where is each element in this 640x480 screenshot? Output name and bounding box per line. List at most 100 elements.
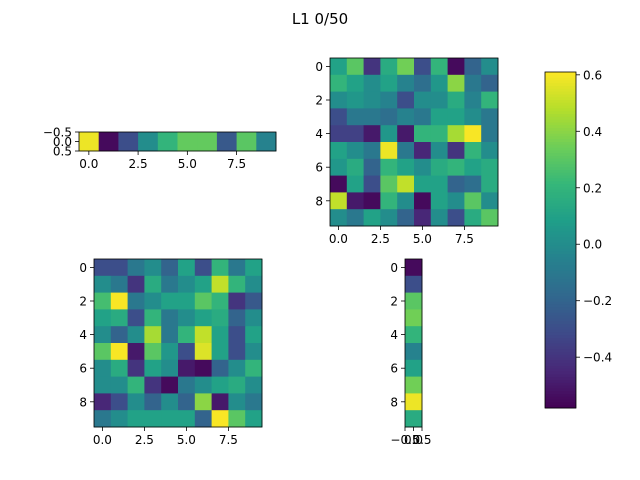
colorbar-step — [545, 116, 576, 121]
colorbar-step — [545, 321, 576, 325]
colorbar-step — [545, 192, 576, 196]
colorbar-step — [545, 209, 576, 213]
colorbar-step — [545, 391, 576, 395]
colorbar-step — [545, 352, 576, 356]
colorbar-step — [545, 80, 576, 84]
x-tick-label: 2.5 — [129, 157, 148, 171]
heatmap-cell — [363, 58, 381, 76]
colorbar-step — [545, 122, 576, 126]
heatmap-cell — [430, 74, 448, 92]
heatmap-cell — [197, 132, 218, 152]
colorbar-step — [545, 284, 576, 289]
heatmap-cell — [161, 410, 179, 428]
heatmap-cell — [346, 108, 364, 126]
heatmap-cell — [346, 91, 364, 109]
heatmap-cell — [228, 343, 246, 361]
y-tick-label: −0.5 — [43, 126, 72, 140]
heatmap-cell — [464, 209, 482, 227]
heatmap-cell — [228, 393, 246, 411]
heatmap-cell — [194, 343, 212, 361]
colorbar-step — [545, 184, 576, 188]
heatmap-cell — [194, 309, 212, 327]
heatmap-cell — [414, 91, 432, 109]
heatmap-cell — [430, 158, 448, 176]
heatmap-cell — [380, 175, 398, 193]
y-tick-label: 4 — [315, 127, 323, 141]
colorbar-step — [545, 83, 576, 87]
heatmap-cell — [79, 132, 100, 152]
heatmap-cell — [346, 209, 364, 227]
heatmap-cell — [464, 108, 482, 126]
colorbar-step — [545, 130, 576, 135]
y-tick-label: 4 — [79, 328, 87, 342]
heatmap-cell — [380, 192, 398, 210]
colorbar-step — [545, 220, 576, 224]
heatmap-cell — [405, 410, 423, 428]
heatmap-cell — [127, 359, 145, 377]
colorbar-step — [545, 136, 576, 140]
x-tick-label: 7.5 — [455, 232, 474, 246]
heatmap-cell — [94, 376, 112, 394]
colorbar-step — [545, 262, 576, 266]
heatmap-cell — [228, 376, 246, 394]
heatmap-cell — [397, 175, 415, 193]
heatmap-cell — [211, 259, 229, 277]
heatmap-cell — [380, 158, 398, 176]
heatmap-cell — [414, 125, 432, 143]
heatmap-cell — [363, 74, 381, 92]
heatmap-cell — [194, 359, 212, 377]
heatmap-cell — [161, 393, 179, 411]
colorbar-step — [545, 172, 576, 177]
heatmap-cell — [414, 142, 432, 160]
colorbar-step — [545, 368, 576, 373]
heatmap-cell — [194, 410, 212, 428]
heatmap-cell — [447, 192, 465, 210]
colorbar-step — [545, 326, 576, 331]
heatmap-cell — [161, 359, 179, 377]
heatmap-cell — [110, 275, 128, 293]
colorbar-step — [545, 360, 576, 364]
heatmap-cell — [161, 343, 179, 361]
heatmap-cell — [161, 326, 179, 344]
colorbar-step — [545, 307, 576, 311]
colorbar-step — [545, 212, 576, 216]
heatmap-cell — [346, 74, 364, 92]
colorbar-step — [545, 231, 576, 235]
heatmap-cell — [464, 125, 482, 143]
heatmap-cell — [94, 359, 112, 377]
heatmap-cell — [464, 175, 482, 193]
x-tick-label: 2.5 — [371, 232, 390, 246]
heatmap-cell — [330, 158, 348, 176]
heatmap-cell — [94, 410, 112, 428]
heatmap-cell — [194, 292, 212, 310]
y-tick-label: 6 — [315, 161, 323, 175]
y-tick-label: 6 — [79, 362, 87, 376]
heatmap-cell — [127, 259, 145, 277]
colorbar-step — [545, 363, 576, 367]
y-tick-label: 4 — [390, 328, 398, 342]
colorbar-step — [545, 259, 576, 263]
colorbar-step — [545, 394, 576, 398]
heatmap-cell — [245, 275, 263, 293]
colorbar-step — [545, 324, 576, 328]
heatmap-cell — [178, 376, 196, 394]
colorbar-step — [545, 178, 576, 182]
heatmap-cell — [405, 292, 423, 310]
colorbar-step — [545, 335, 576, 339]
heatmap-cell — [110, 393, 128, 411]
colorbar-step — [545, 91, 576, 95]
heatmap-cell — [464, 192, 482, 210]
heatmap-cell — [405, 393, 423, 411]
axes-frame — [93, 258, 263, 428]
heatmap-cell — [236, 132, 257, 152]
heatmap-cell — [194, 376, 212, 394]
heatmap-cell — [481, 192, 499, 210]
colorbar-step — [545, 349, 576, 353]
heatmap-cell — [481, 58, 499, 76]
x-tick-label: 0.0 — [404, 433, 423, 447]
heatmap-cell — [178, 393, 196, 411]
y-tick-label: 2 — [315, 94, 323, 108]
colorbar-step — [545, 125, 576, 129]
heatmap-cell — [127, 292, 145, 310]
heatmap-cell — [211, 292, 229, 310]
